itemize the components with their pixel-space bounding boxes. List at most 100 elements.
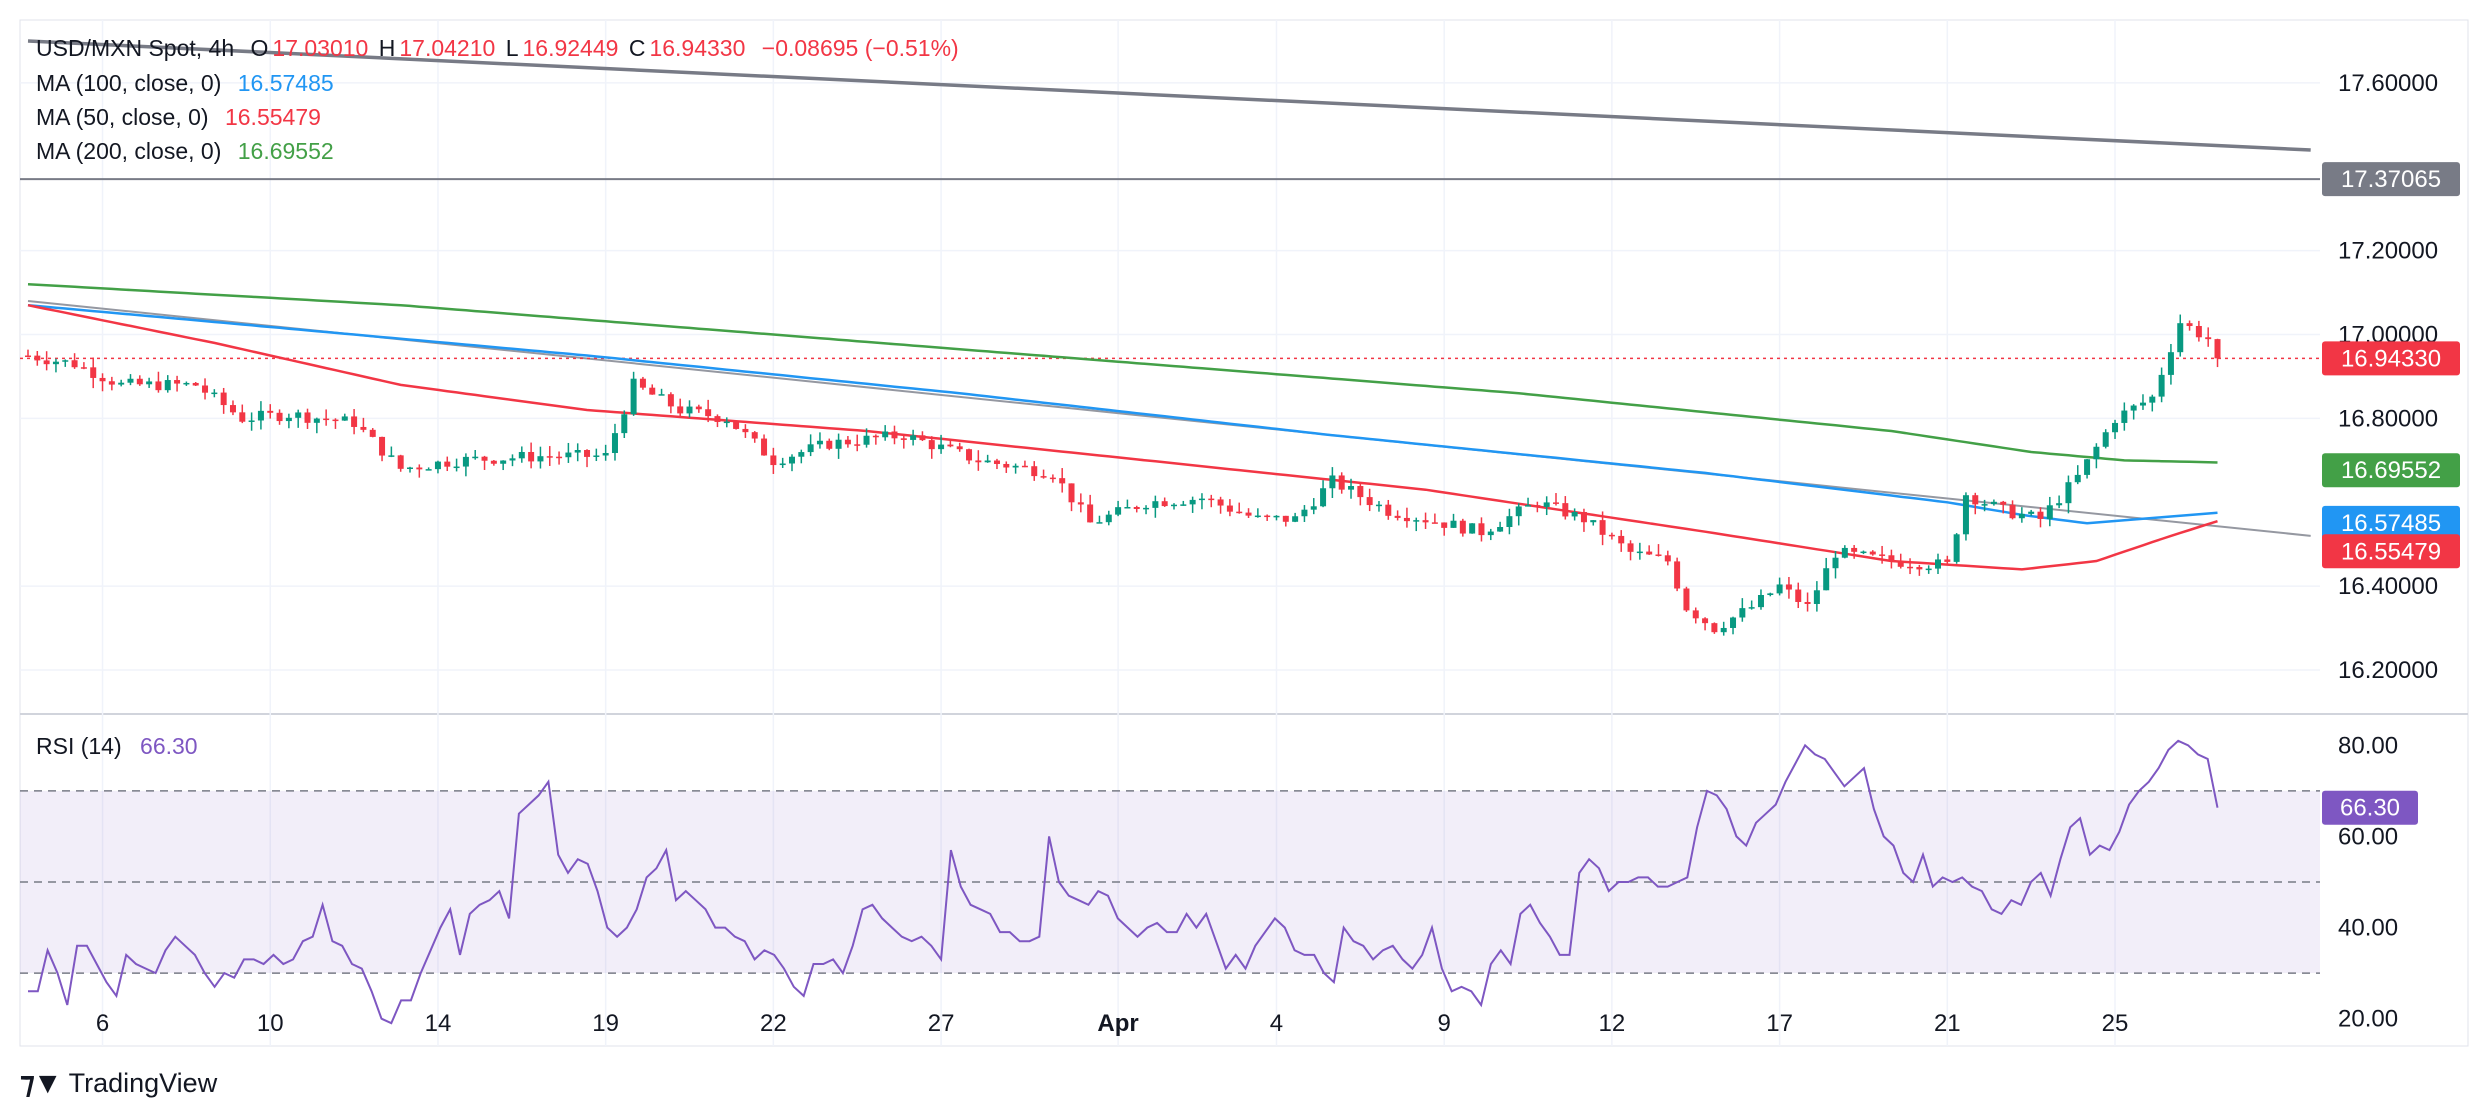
time-tick-label: 27 bbox=[928, 1010, 955, 1037]
candle-up bbox=[2121, 410, 2128, 423]
candle-down bbox=[1394, 515, 1401, 518]
candle-down bbox=[239, 412, 246, 422]
candle-up bbox=[472, 456, 479, 459]
candle-down bbox=[155, 381, 162, 391]
candle-down bbox=[416, 467, 423, 470]
candle-up bbox=[1506, 516, 1513, 528]
candle-up bbox=[2177, 323, 2184, 353]
candle-up bbox=[1096, 522, 1103, 524]
candle-down bbox=[2205, 337, 2212, 340]
candle-down bbox=[667, 394, 674, 407]
ma100-legend[interactable]: MA (100, close, 0) 16.57485 bbox=[36, 70, 338, 97]
candle-down bbox=[332, 419, 339, 422]
candle-up bbox=[425, 469, 432, 471]
candle-up bbox=[1450, 520, 1457, 528]
candle-down bbox=[304, 412, 311, 423]
candlestick-series bbox=[25, 314, 2221, 636]
price-tick-label: 17.20000 bbox=[2338, 238, 2438, 265]
candle-up bbox=[1981, 504, 1988, 506]
time-tick-label: 17 bbox=[1766, 1010, 1793, 1037]
candle-up bbox=[1720, 627, 1727, 633]
time-tick-label: 19 bbox=[592, 1010, 619, 1037]
chart-frame bbox=[19, 19, 2469, 1047]
tradingview-logo[interactable]: ⁊▼ TradingView bbox=[20, 1066, 217, 1101]
candle-up bbox=[1143, 507, 1150, 510]
ohlc-close-value: 16.94330 bbox=[649, 35, 746, 61]
candle-up bbox=[211, 392, 218, 395]
candle-down bbox=[1627, 543, 1634, 552]
candle-down bbox=[2037, 511, 2044, 519]
rsi-tick-label: 20.00 bbox=[2338, 1006, 2398, 1033]
ohlc-high-label: H bbox=[378, 35, 396, 61]
candle-up bbox=[1124, 507, 1131, 509]
candle-down bbox=[108, 381, 115, 385]
candle-down bbox=[770, 455, 777, 466]
candle-down bbox=[1068, 483, 1075, 503]
candle-down bbox=[1264, 515, 1271, 518]
resistance-price-tag bbox=[2322, 162, 2460, 197]
ma200-line bbox=[27, 282, 2218, 464]
candle-up bbox=[518, 451, 525, 459]
ohlc-close-label: C bbox=[628, 35, 646, 61]
candle-down bbox=[975, 460, 982, 463]
ma200-legend[interactable]: MA (200, close, 0) 16.69552 bbox=[36, 138, 338, 165]
candle-down bbox=[1683, 588, 1690, 611]
candle-up bbox=[2167, 352, 2174, 375]
rsi-legend[interactable]: RSI (14) 66.30 bbox=[36, 733, 202, 760]
candle-up bbox=[1310, 506, 1317, 510]
ma200-label: MA (200, close, 0) bbox=[36, 138, 222, 164]
candle-up bbox=[2149, 396, 2156, 403]
candle-down bbox=[1655, 554, 1662, 556]
candle-up bbox=[1636, 551, 1643, 554]
ma100-line bbox=[27, 303, 2218, 525]
candle-down bbox=[891, 431, 898, 439]
candle-up bbox=[2028, 511, 2035, 514]
ohlc-open-value: 17.03010 bbox=[272, 35, 369, 61]
price-tick-label: 17.60000 bbox=[2338, 70, 2438, 97]
ma50-price-tag bbox=[2322, 534, 2460, 569]
candle-up bbox=[574, 450, 581, 453]
candle-up bbox=[1767, 593, 1774, 596]
price-change: −0.08695 (−0.51%) bbox=[761, 35, 959, 61]
time-tick-label: 22 bbox=[760, 1010, 787, 1037]
candle-up bbox=[1813, 590, 1820, 604]
candle-down bbox=[2195, 326, 2202, 338]
candle-down bbox=[80, 367, 87, 369]
candle-up bbox=[1543, 502, 1550, 507]
candle-up bbox=[146, 381, 153, 385]
candle-up bbox=[863, 435, 870, 445]
candle-up bbox=[1497, 527, 1504, 532]
candle-up bbox=[1841, 547, 1848, 558]
candle-up bbox=[2139, 402, 2146, 406]
candle-up bbox=[2112, 422, 2119, 433]
candle-up bbox=[798, 452, 805, 457]
candle-up bbox=[1254, 515, 1261, 518]
candle-up bbox=[1832, 557, 1839, 569]
candle-up bbox=[1990, 501, 1997, 505]
rsi-line bbox=[28, 739, 2219, 1025]
candle-up bbox=[816, 440, 823, 445]
candle-down bbox=[1851, 547, 1858, 552]
candle-up bbox=[500, 460, 507, 464]
candle-down bbox=[1208, 498, 1215, 501]
candle-down bbox=[1795, 589, 1802, 602]
rsi-tick-label: 80.00 bbox=[2338, 732, 2398, 759]
candle-down bbox=[351, 416, 358, 427]
ma50-legend[interactable]: MA (50, close, 0) 16.55479 bbox=[36, 104, 325, 131]
candle-up bbox=[789, 456, 795, 464]
time-axis: 6 10 14 19 22 27 Apr 4 9 12 17 21 25 bbox=[96, 1010, 2129, 1037]
candle-up bbox=[835, 439, 842, 449]
candle-up bbox=[295, 412, 302, 418]
time-tick-label: 14 bbox=[425, 1010, 452, 1037]
candle-down bbox=[1059, 478, 1066, 484]
candle-up bbox=[1739, 608, 1746, 618]
candle-down bbox=[1702, 618, 1709, 624]
candle-down bbox=[528, 451, 535, 462]
price-tick-label: 16.40000 bbox=[2338, 573, 2438, 600]
candle-down bbox=[1869, 551, 1876, 555]
candle-up bbox=[1115, 507, 1122, 515]
candle-down bbox=[2186, 323, 2193, 327]
time-tick-label: 25 bbox=[2102, 1010, 2129, 1037]
candle-up bbox=[2046, 505, 2053, 519]
